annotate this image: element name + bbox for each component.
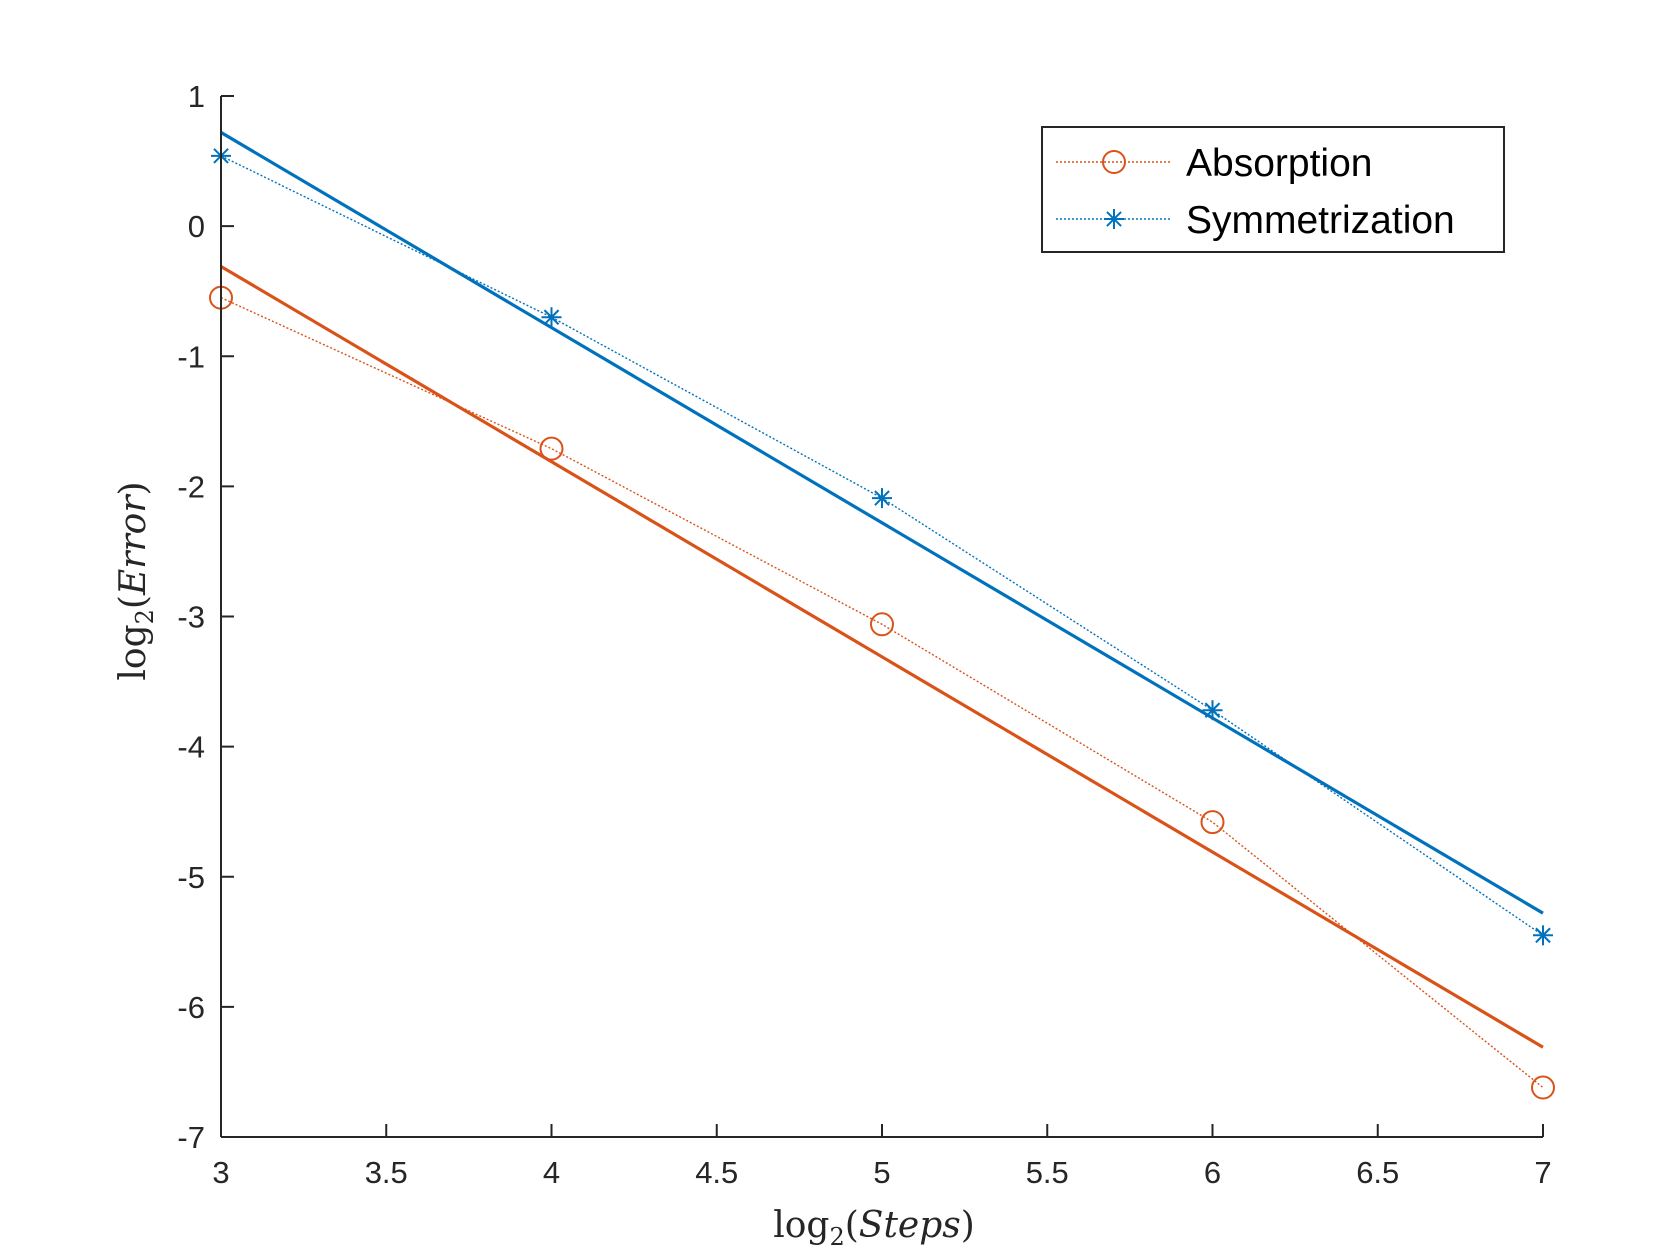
x-tick-label: 6 xyxy=(1204,1155,1221,1190)
legend-marker-symmetrization xyxy=(1104,209,1124,229)
x-tick-label: 7 xyxy=(1534,1155,1551,1190)
data-point-absorption xyxy=(870,612,894,637)
legend-label-symmetrization: Symmetrization xyxy=(1186,199,1455,242)
data-point-absorption xyxy=(1200,810,1225,835)
x-tick-label: 5 xyxy=(873,1155,890,1190)
y-tick-label: -5 xyxy=(177,860,205,895)
x-tick-label: 4 xyxy=(543,1155,560,1190)
y-tick-label: -4 xyxy=(177,730,205,765)
data-point-absorption xyxy=(1531,1075,1555,1100)
legend-label-absorption: Absorption xyxy=(1186,142,1372,185)
y-tick-label: -2 xyxy=(177,469,205,504)
legend-box xyxy=(1041,126,1505,253)
series-line-absorption xyxy=(220,297,1544,1089)
fit-line-symmetrization xyxy=(220,131,1544,915)
y-tick-label: 1 xyxy=(188,79,205,114)
ticks: 3 3.5 4 4.5 5 5.5 6 6.5 7 1 0 -1 -2 -3 -4 -5 -6 -7 xyxy=(177,79,1551,1190)
x-axis-label: log2(Steps) xyxy=(773,1205,975,1251)
x-tick-label: 3 xyxy=(212,1155,229,1190)
legend: Absorption Symmetrization xyxy=(1041,126,1505,253)
data-point-absorption xyxy=(539,436,564,461)
y-axis-label: log2(Error) xyxy=(113,481,159,680)
data-point-symmetrization xyxy=(1202,700,1223,721)
data-point-symmetrization xyxy=(1533,925,1553,946)
y-tick-label: -6 xyxy=(177,990,205,1025)
x-tick-label: 3.5 xyxy=(365,1155,408,1190)
y-tick-label: -3 xyxy=(177,600,205,635)
y-tick-label: -1 xyxy=(177,339,205,374)
x-tick-label: 6.5 xyxy=(1356,1155,1399,1190)
y-tick-label: 0 xyxy=(188,209,205,244)
x-tick-label: 4.5 xyxy=(695,1155,738,1190)
data-point-symmetrization xyxy=(541,307,562,328)
fit-line-absorption xyxy=(220,265,1544,1049)
fit-lines xyxy=(220,131,1544,1049)
legend-marker-absorption xyxy=(1102,150,1126,174)
data-point-symmetrization xyxy=(872,488,892,509)
x-tick-label: 5.5 xyxy=(1026,1155,1069,1190)
y-tick-label: -7 xyxy=(177,1120,205,1155)
